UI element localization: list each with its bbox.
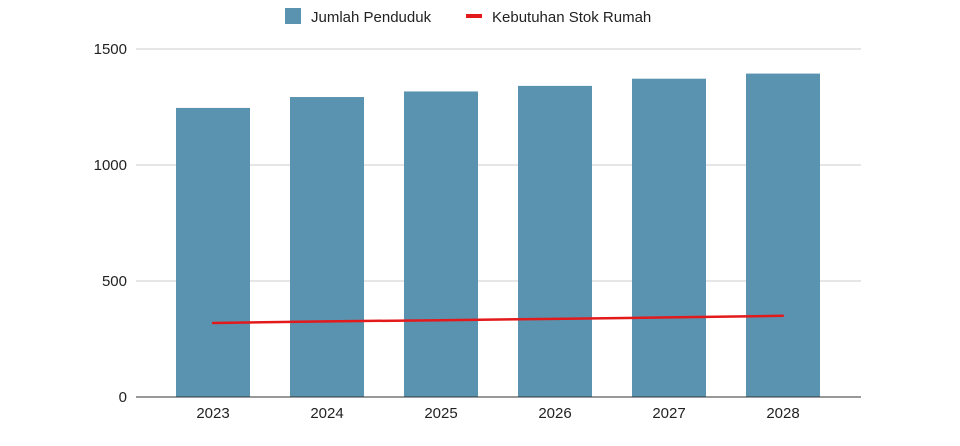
x-tick-label: 2028	[766, 405, 799, 422]
y-tick-label: 1000	[94, 157, 127, 174]
y-tick-label: 0	[119, 389, 127, 406]
x-tick-label: 2027	[652, 405, 685, 422]
bar-2025	[404, 91, 478, 398]
x-tick-label: 2026	[538, 405, 571, 422]
bar-2026	[518, 85, 592, 397]
x-axis-tick-labels: 2023 2024 2025 2026 2027 2028	[196, 405, 799, 422]
legend-label-jumlah-penduduk: Jumlah Penduduk	[311, 9, 432, 26]
line-series-kebutuhan-stok-rumah	[211, 314, 785, 325]
bar-2024	[290, 97, 364, 398]
line-point-2026	[553, 317, 557, 321]
line-point-2024	[325, 320, 329, 323]
x-tick-label: 2024	[310, 405, 343, 422]
line-point-2025	[439, 319, 443, 322]
legend-swatch-jumlah-penduduk	[285, 8, 301, 24]
x-tick-label: 2025	[424, 405, 457, 422]
bar-2023	[176, 107, 250, 397]
legend-swatch-kebutuhan-stok-rumah	[466, 14, 482, 18]
legend: Jumlah Penduduk Kebutuhan Stok Rumah	[285, 8, 651, 26]
line-point-2028	[781, 314, 785, 317]
y-axis-tick-labels: 0 500 1000 1500	[94, 41, 127, 406]
line-point-2023	[211, 321, 215, 325]
line-path-kebutuhan-stok-rumah	[212, 314, 784, 325]
gridlines	[136, 48, 861, 282]
y-tick-label: 500	[102, 273, 127, 290]
x-tick-label: 2023	[196, 405, 229, 422]
bar-2027	[632, 78, 706, 398]
bar-series-jumlah-penduduk	[176, 73, 820, 398]
bar-2028	[746, 73, 820, 397]
line-point-2027	[667, 316, 671, 319]
y-tick-label: 1500	[94, 41, 127, 58]
legend-label-kebutuhan-stok-rumah: Kebutuhan Stok Rumah	[492, 9, 651, 26]
